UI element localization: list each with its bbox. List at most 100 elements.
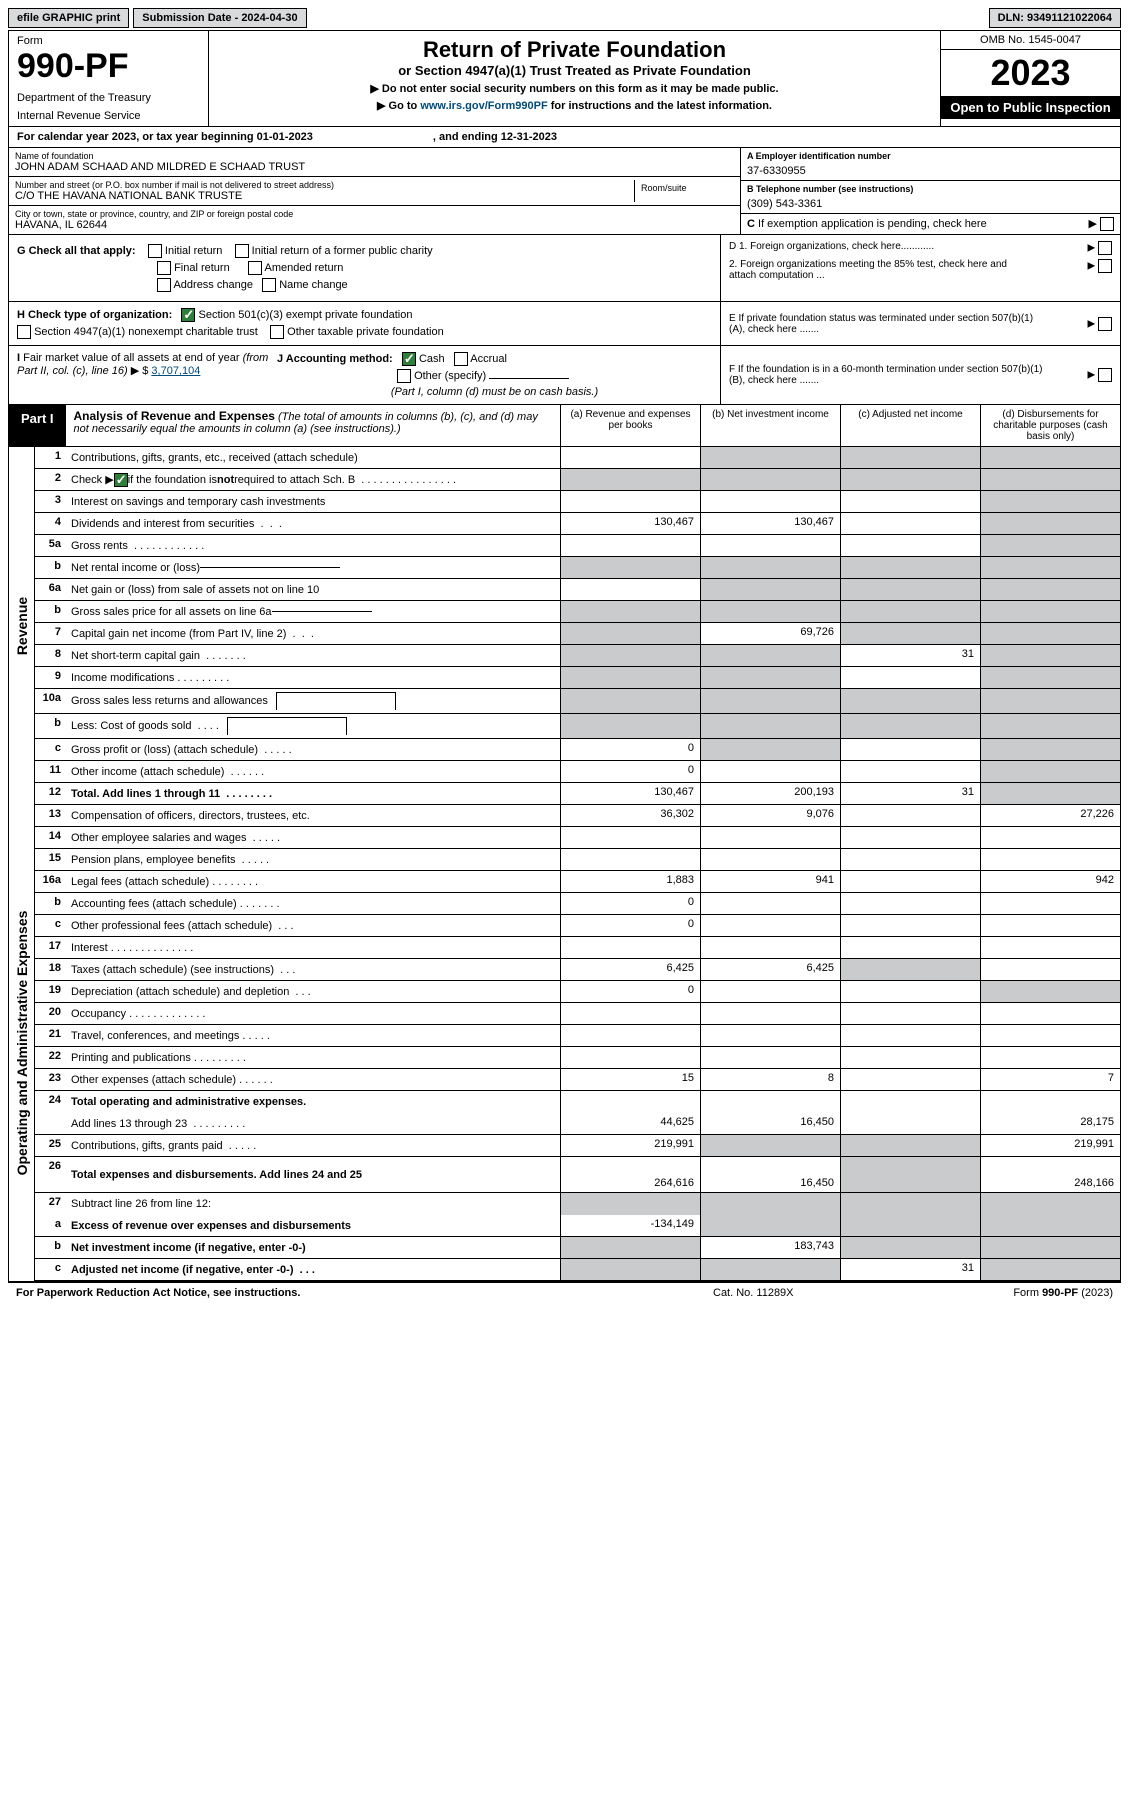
row-21: Travel, conferences, and meetings . . . … <box>67 1025 560 1046</box>
r8-c: 31 <box>840 645 980 666</box>
cash-basis-note: (Part I, column (d) must be on cash basi… <box>277 386 712 398</box>
j-label: J Accounting method: <box>277 353 393 365</box>
r16c-a: 0 <box>560 915 700 936</box>
other-method-label: Other (specify) <box>414 370 486 382</box>
phone: (309) 543-3361 <box>747 194 1114 210</box>
open-to-public: Open to Public Inspection <box>941 96 1120 119</box>
section-h: H Check type of organization: Section 50… <box>8 302 1121 346</box>
row-9: Income modifications . . . . . . . . . <box>67 667 560 688</box>
phone-label: B Telephone number (see instructions) <box>747 184 1114 194</box>
col-b-header: (b) Net investment income <box>700 405 840 446</box>
d1-checkbox[interactable] <box>1098 241 1112 255</box>
row-2: Check ▶ if the foundation is not require… <box>67 469 560 490</box>
addr-change-checkbox[interactable] <box>157 278 171 292</box>
row-5b: Net rental income or (loss) <box>67 557 560 578</box>
col-d-header: (d) Disbursements for charitable purpose… <box>980 405 1120 446</box>
city: HAVANA, IL 62644 <box>15 219 734 231</box>
city-label: City or town, state or province, country… <box>15 209 734 219</box>
g-label: G Check all that apply: <box>17 245 136 257</box>
row-4: Dividends and interest from securities .… <box>67 513 560 534</box>
r18-b: 6,425 <box>700 959 840 980</box>
d2-checkbox[interactable] <box>1098 259 1112 273</box>
final-return-checkbox[interactable] <box>157 261 171 275</box>
info-block: Name of foundation JOHN ADAM SCHAAD AND … <box>8 148 1121 235</box>
calendar-year-row: For calendar year 2023, or tax year begi… <box>8 127 1121 148</box>
initial-former-label: Initial return of a former public charit… <box>252 245 433 257</box>
revenue-side-label: Revenue <box>9 447 35 805</box>
form-subtitle: or Section 4947(a)(1) Trust Treated as P… <box>217 63 932 78</box>
r16a-b: 941 <box>700 871 840 892</box>
col-c-header: (c) Adjusted net income <box>840 405 980 446</box>
h-label: H Check type of organization: <box>17 309 172 321</box>
address: C/O THE HAVANA NATIONAL BANK TRUSTE <box>15 190 634 202</box>
row-16b: Accounting fees (attach schedule) . . . … <box>67 893 560 914</box>
irs-link[interactable]: www.irs.gov/Form990PF <box>420 100 547 112</box>
row-23: Other expenses (attach schedule) . . . .… <box>67 1069 560 1090</box>
r13-b: 9,076 <box>700 805 840 826</box>
footer-catno: Cat. No. 11289X <box>713 1287 913 1299</box>
e-label: E If private foundation status was termi… <box>729 313 1049 335</box>
row-27c: Adjusted net income (if negative, enter … <box>67 1259 560 1280</box>
row-5a: Gross rents . . . . . . . . . . . . <box>67 535 560 556</box>
r23-a: 15 <box>560 1069 700 1090</box>
r16a-d: 942 <box>980 871 1120 892</box>
ein: 37-6330955 <box>747 161 1114 177</box>
other-taxable-checkbox[interactable] <box>270 325 284 339</box>
cash-checkbox[interactable] <box>402 352 416 366</box>
accrual-label: Accrual <box>470 353 507 365</box>
e-checkbox[interactable] <box>1098 317 1112 331</box>
r13-d: 27,226 <box>980 805 1120 826</box>
fmv-value[interactable]: 3,707,104 <box>151 365 200 377</box>
initial-former-checkbox[interactable] <box>235 244 249 258</box>
footer-form: Form 990-PF (2023) <box>913 1287 1113 1299</box>
foundation-name: JOHN ADAM SCHAAD AND MILDRED E SCHAAD TR… <box>15 161 734 173</box>
row-1: Contributions, gifts, grants, etc., rece… <box>67 447 560 468</box>
room-label: Room/suite <box>635 180 734 196</box>
name-change-checkbox[interactable] <box>262 278 276 292</box>
r13-a: 36,302 <box>560 805 700 826</box>
4947-checkbox[interactable] <box>17 325 31 339</box>
row-3: Interest on savings and temporary cash i… <box>67 491 560 512</box>
sch-b-checkbox[interactable] <box>114 473 128 487</box>
501c3-checkbox[interactable] <box>181 308 195 322</box>
row-6b: Gross sales price for all assets on line… <box>67 601 560 622</box>
row-24b: Add lines 13 through 23 . . . . . . . . … <box>67 1113 560 1134</box>
name-label: Name of foundation <box>15 151 734 161</box>
initial-return-checkbox[interactable] <box>148 244 162 258</box>
f-checkbox[interactable] <box>1098 368 1112 382</box>
r16b-a: 0 <box>560 893 700 914</box>
i-label: I Fair market value of all assets at end… <box>17 352 268 377</box>
r26-d: 248,166 <box>980 1157 1120 1192</box>
accrual-checkbox[interactable] <box>454 352 468 366</box>
d2-label: 2. Foreign organizations meeting the 85%… <box>729 259 1029 281</box>
section-g: G Check all that apply: Initial return I… <box>8 235 1121 302</box>
f-label: F If the foundation is in a 60-month ter… <box>729 364 1049 386</box>
r7-b: 69,726 <box>700 623 840 644</box>
r12-c: 31 <box>840 783 980 804</box>
row-15: Pension plans, employee benefits . . . .… <box>67 849 560 870</box>
r27b-b: 183,743 <box>700 1237 840 1258</box>
efile-badge[interactable]: efile GRAPHIC print <box>8 8 129 28</box>
row-10b: Less: Cost of goods sold . . . . <box>67 714 560 738</box>
row-27: Subtract line 26 from line 12: <box>67 1193 560 1215</box>
r24-a: 44,625 <box>560 1113 700 1134</box>
r11-a: 0 <box>560 761 700 782</box>
r4-b: 130,467 <box>700 513 840 534</box>
r26-b: 16,450 <box>700 1157 840 1192</box>
d1-label: D 1. Foreign organizations, check here..… <box>729 241 934 255</box>
dln: DLN: 93491121022064 <box>989 8 1121 28</box>
r10c-a: 0 <box>560 739 700 760</box>
initial-return-label: Initial return <box>165 245 222 257</box>
other-method-checkbox[interactable] <box>397 369 411 383</box>
r4-a: 130,467 <box>560 513 700 534</box>
row-16a: Legal fees (attach schedule) . . . . . .… <box>67 871 560 892</box>
row-25: Contributions, gifts, grants paid . . . … <box>67 1135 560 1156</box>
amended-checkbox[interactable] <box>248 261 262 275</box>
row-6a: Net gain or (loss) from sale of assets n… <box>67 579 560 600</box>
c-checkbox[interactable] <box>1100 217 1114 231</box>
row-22: Printing and publications . . . . . . . … <box>67 1047 560 1068</box>
row-27a: Excess of revenue over expenses and disb… <box>67 1215 560 1236</box>
r25-d: 219,991 <box>980 1135 1120 1156</box>
expenses-side-label: Operating and Administrative Expenses <box>9 805 35 1281</box>
form-title: Return of Private Foundation <box>217 37 932 63</box>
